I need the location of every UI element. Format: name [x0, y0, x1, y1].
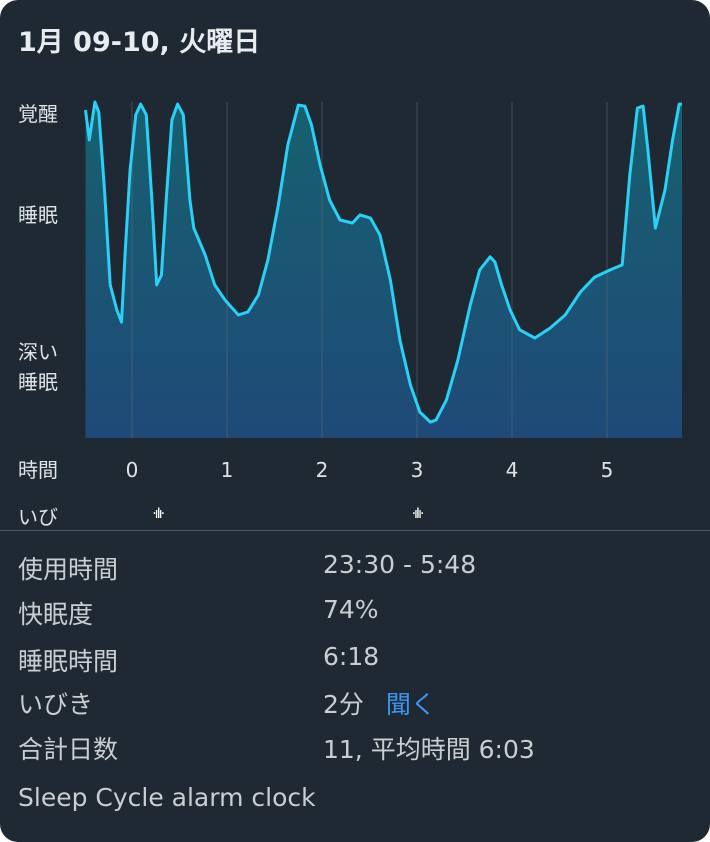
stat-value-total-days: 11, 平均時間 6:03 — [323, 735, 535, 764]
y-label-deep: 深い — [18, 340, 58, 364]
stat-label-snore: いびき — [18, 690, 94, 719]
stat-value-snore: 2分 聞く — [323, 685, 436, 721]
stat-value-usage: 23:30 - 5:48 — [323, 550, 477, 579]
x-tick-label: 1 — [220, 458, 234, 482]
x-tick-label: 5 — [600, 458, 614, 482]
stat-label-total-days: 合計日数 — [18, 735, 119, 764]
sleep-graph — [84, 100, 683, 438]
x-tick-label: 0 — [125, 458, 139, 482]
x-tick-label: 3 — [410, 458, 424, 482]
stat-label-quality: 快眠度 — [18, 600, 94, 629]
stat-label-usage: 使用時間 — [18, 555, 119, 584]
snore-row-label: いび — [18, 505, 58, 529]
x-tick-label: 4 — [505, 458, 519, 482]
x-axis-label: 時間 — [18, 458, 58, 482]
page-title: 1月 09-10, 火曜日 — [18, 27, 261, 58]
sleep-curve-line — [84, 100, 682, 424]
y-label-sleep: 睡眠 — [18, 203, 58, 227]
waveform-icon[interactable]: ·ıIı· — [152, 506, 165, 522]
waveform-icon[interactable]: ·ıIı· — [411, 506, 425, 522]
snore-duration: 2分 — [323, 690, 364, 719]
stat-value-sleep-time: 6:18 — [323, 642, 380, 671]
stat-value-quality: 74% — [323, 595, 379, 624]
stat-label-sleep-time: 睡眠時間 — [18, 647, 119, 676]
divider — [0, 530, 710, 531]
y-label-deep-sleep: 睡眠 — [18, 370, 58, 394]
footer-app-name: Sleep Cycle alarm clock — [18, 783, 316, 812]
x-tick-label: 2 — [315, 458, 329, 482]
sleep-area-fill — [85, 102, 683, 438]
listen-link[interactable]: 聞く — [385, 690, 436, 719]
y-label-awake: 覚醒 — [18, 102, 58, 126]
